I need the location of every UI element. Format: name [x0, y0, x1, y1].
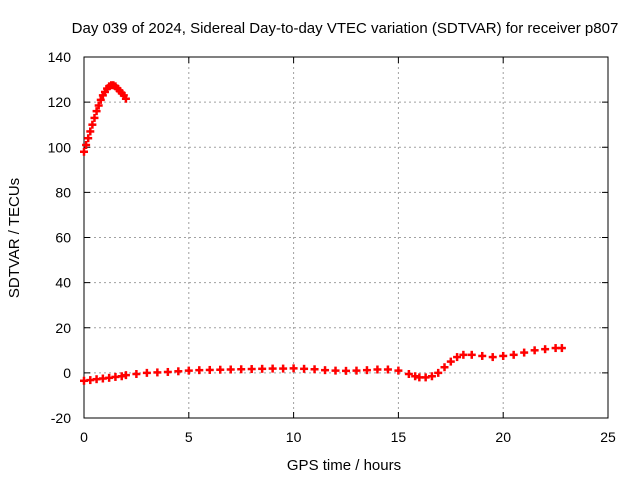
data-point [174, 367, 183, 376]
data-point [467, 350, 476, 359]
data-point [427, 372, 436, 381]
data-point [530, 346, 539, 355]
data-point [352, 366, 361, 375]
data-point [142, 368, 151, 377]
data-point [434, 368, 443, 377]
data-point [321, 366, 330, 375]
data-point [520, 348, 529, 357]
data-point [226, 365, 235, 374]
data-point [216, 365, 225, 374]
data-point [453, 353, 462, 362]
y-tick-label: 140 [48, 49, 72, 65]
data-point [557, 344, 566, 353]
y-tick-label: -20 [51, 410, 71, 426]
data-point [404, 370, 413, 379]
data-point [184, 366, 193, 375]
data-point [279, 364, 288, 373]
y-tick-label: 20 [55, 320, 71, 336]
data-point [153, 368, 162, 377]
data-point [82, 140, 91, 149]
x-tick-label: 10 [286, 429, 302, 445]
x-tick-label: 5 [185, 429, 193, 445]
x-axis-label: GPS time / hours [287, 457, 401, 474]
tick-layer: 0 5 10 15 20 25 -20 0 20 40 60 80 100 120 140 [48, 49, 616, 445]
data-point [84, 134, 93, 143]
data-point [90, 113, 99, 122]
y-tick-label: 40 [55, 275, 71, 291]
data-point [94, 101, 103, 110]
data-point [121, 94, 130, 103]
grid-layer [84, 57, 608, 418]
data-point [88, 120, 97, 129]
data-point [268, 364, 277, 373]
data-point [121, 371, 130, 380]
data-point [394, 366, 403, 375]
y-tick-label: 80 [55, 184, 71, 200]
data-point [499, 351, 508, 360]
data-point [310, 365, 319, 374]
data-point [96, 95, 105, 104]
data-point [205, 365, 214, 374]
data-point [383, 365, 392, 374]
data-point [509, 350, 518, 359]
data-point [459, 350, 468, 359]
data-point [440, 363, 449, 372]
data-point [362, 366, 371, 375]
data-point [373, 365, 382, 374]
chart-title: Day 039 of 2024, Sidereal Day-to-day VTE… [72, 20, 619, 37]
data-point [541, 345, 550, 354]
y-tick-label: 60 [55, 230, 71, 246]
data-point [237, 365, 246, 374]
data-point [300, 364, 309, 373]
y-axis-label: SDTVAR / TECUs [6, 178, 23, 298]
data-point [331, 366, 340, 375]
data-point [289, 364, 298, 373]
data-point [247, 365, 256, 374]
x-tick-label: 25 [600, 429, 616, 445]
x-tick-label: 0 [80, 429, 88, 445]
x-tick-label: 20 [495, 429, 511, 445]
data-point [446, 357, 455, 366]
y-tick-label: 0 [63, 365, 71, 381]
data-point [80, 147, 88, 156]
y-tick-label: 100 [48, 139, 72, 155]
data-point [92, 107, 101, 116]
data-point [132, 370, 141, 379]
data-point [478, 351, 487, 360]
data-point [195, 366, 204, 375]
x-tick-label: 15 [391, 429, 407, 445]
data-point [342, 366, 350, 375]
data-point [163, 367, 172, 376]
data-point [86, 127, 95, 136]
data-point [258, 364, 267, 373]
data-layer [80, 81, 566, 385]
data-point [488, 353, 497, 362]
y-tick-label: 120 [48, 94, 72, 110]
